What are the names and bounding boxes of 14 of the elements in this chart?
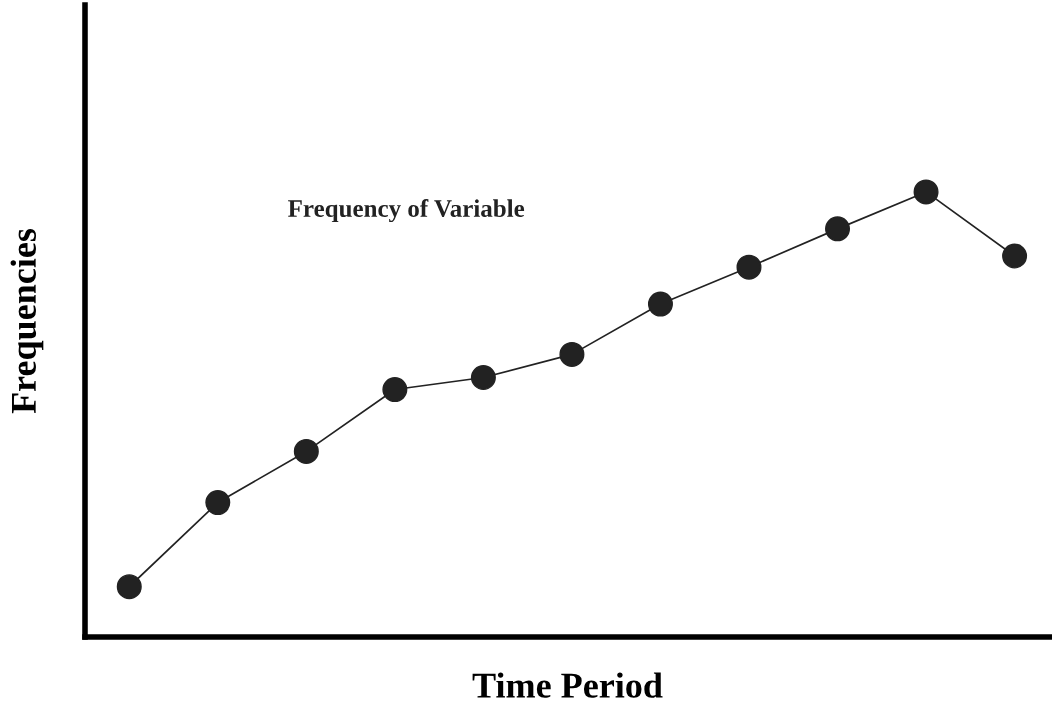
point	[825, 216, 851, 242]
point	[1002, 243, 1028, 269]
annotation: Frequency of Variable	[288, 199, 525, 223]
point	[205, 490, 231, 516]
point	[116, 574, 142, 600]
point	[647, 291, 673, 317]
point	[736, 254, 762, 280]
point	[913, 179, 939, 205]
x-axis-title: Time Period	[472, 672, 663, 698]
point	[293, 438, 319, 464]
point	[470, 365, 496, 391]
y-axis-title: Frequencies	[10, 228, 44, 414]
point	[382, 377, 408, 403]
point	[559, 341, 585, 367]
